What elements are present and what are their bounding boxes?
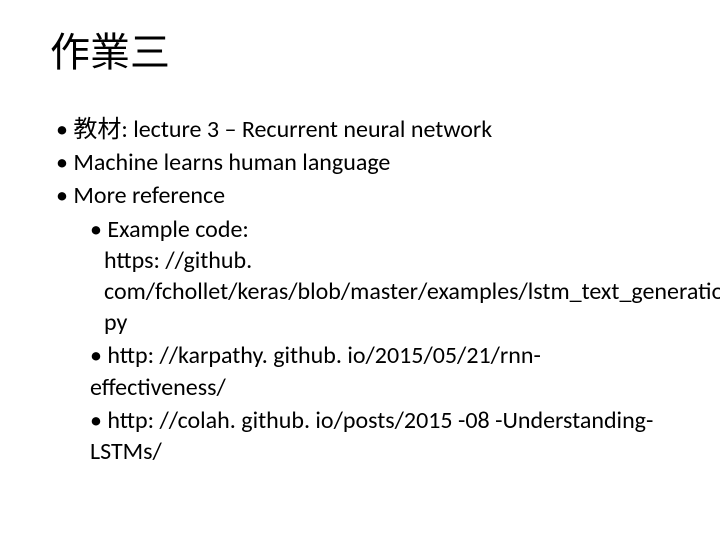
slide-title: 作業三	[50, 20, 670, 78]
bullet-list: 教材: lecture 3 – Recurrent neural network…	[50, 114, 670, 467]
sub-bullet-list: Example code: https: //github. com/fchol…	[56, 214, 670, 468]
sub-bullet-text: Example code:	[107, 215, 248, 244]
sub-bullet-item: Example code: https: //github. com/fchol…	[90, 214, 670, 339]
sub-bullet-item: http: //colah. github. io/posts/2015 -08…	[90, 405, 670, 467]
bullet-item: More reference	[56, 180, 670, 211]
bullet-item: 教材: lecture 3 – Recurrent neural network	[56, 114, 670, 145]
sub-bullet-continuation: https: //github. com/fchollet/keras/blob…	[90, 245, 670, 339]
sub-bullet-item: http: //karpathy. github. io/2015/05/21/…	[90, 340, 670, 402]
bullet-item: Machine learns human language	[56, 147, 670, 178]
